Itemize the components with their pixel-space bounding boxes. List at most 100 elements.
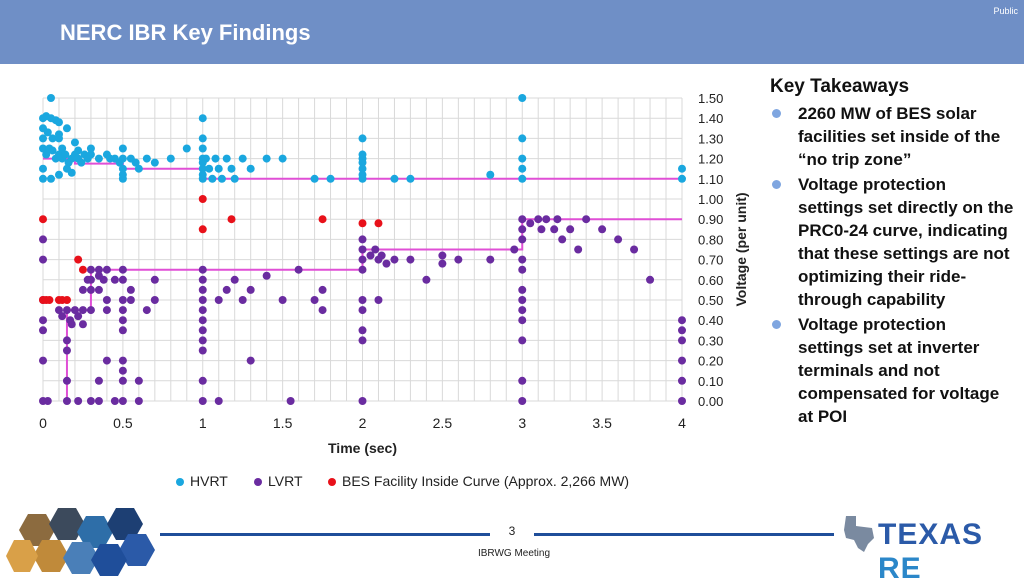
y-axis-title: Voltage (per unit)	[733, 192, 749, 306]
lvrt-point	[678, 376, 686, 385]
lvrt-point	[518, 285, 527, 294]
lvrt-point	[134, 376, 143, 385]
y-tick-label: 1.50	[698, 91, 723, 106]
hex-photo-icon	[63, 542, 99, 574]
legend-entry: HVRT	[190, 473, 228, 489]
hvrt-point	[310, 174, 319, 183]
lvrt-point	[198, 326, 207, 335]
lvrt-point	[238, 296, 247, 304]
hvrt-point	[358, 164, 367, 173]
hvrt-point	[198, 134, 207, 143]
lvrt-point	[198, 346, 207, 355]
hvrt-point	[62, 124, 71, 133]
lvrt-point	[246, 356, 255, 365]
y-tick-label: 1.30	[698, 131, 723, 146]
lvrt-point	[598, 225, 607, 234]
lvrt-point	[126, 285, 135, 294]
hex-photo-icon	[49, 508, 85, 540]
legend-marker	[176, 478, 184, 486]
hvrt-point	[142, 154, 151, 163]
hvrt-point	[67, 168, 76, 177]
lvrt-point	[294, 265, 303, 274]
inside-curve-point	[374, 219, 383, 228]
inside-curve-point	[227, 215, 236, 224]
hvrt-point	[518, 94, 527, 102]
lvrt-point	[54, 306, 63, 315]
lvrt-point	[150, 275, 159, 284]
inside-curve-point	[39, 215, 47, 224]
lvrt-point	[678, 356, 686, 365]
scatter-chart: 0 0.5 1 1.5 2 2.5 3 3.5 4 0.00 0.10 0.20 0.30 0.40 0.5…	[0, 64, 760, 514]
lvrt-point	[43, 397, 52, 405]
lvrt-point	[550, 225, 559, 234]
lvrt-point	[518, 336, 527, 345]
hvrt-point	[118, 164, 127, 173]
hvrt-point	[518, 174, 527, 183]
y-tick-label: 1.40	[698, 111, 723, 126]
lvrt-point	[630, 245, 639, 254]
x-tick-label: 4	[678, 415, 686, 431]
hexagon-photo-strip	[6, 508, 155, 576]
hvrt-point	[518, 134, 527, 143]
lvrt-point	[518, 376, 527, 385]
lvrt-point	[422, 275, 431, 284]
lvrt-point	[198, 316, 207, 325]
lvrt-point	[94, 376, 103, 385]
lvrt-point	[438, 259, 447, 268]
lvrt-point	[518, 215, 527, 224]
y-tick-label: 1.00	[698, 192, 723, 207]
lvrt-point	[118, 265, 127, 274]
x-tick-label: 3.5	[592, 415, 612, 431]
lvrt-point	[310, 296, 319, 304]
inside-curve-point	[358, 219, 367, 228]
hvrt-point	[118, 154, 127, 163]
hex-photo-icon	[91, 544, 127, 576]
hvrt-point	[150, 158, 159, 167]
takeaways-heading: Key Takeaways	[770, 76, 910, 97]
inside-curve-point	[62, 296, 71, 304]
hvrt-point	[246, 164, 255, 173]
lvrt-point	[566, 225, 575, 234]
y-tick-label: 0.60	[698, 273, 723, 288]
lvrt-point	[558, 235, 567, 244]
lvrt-point	[318, 306, 327, 315]
lvrt-point	[678, 316, 686, 325]
lvrt-point	[62, 306, 71, 315]
legend-entry: LVRT	[268, 473, 303, 489]
lvrt-point	[67, 320, 76, 329]
hvrt-point	[74, 146, 83, 155]
hvrt-point	[77, 158, 86, 167]
hvrt-point	[61, 150, 70, 159]
hvrt-point	[358, 134, 367, 143]
takeaway-item: Voltage protection settings set directly…	[770, 173, 1015, 311]
lvrt-point	[118, 397, 127, 405]
hvrt-point	[208, 174, 217, 183]
hvrt-point	[86, 144, 95, 153]
lvrt-point	[94, 265, 103, 274]
logo-text-texas: TEXAS	[878, 518, 984, 551]
lvrt-point	[678, 397, 686, 405]
lvrt-point	[39, 255, 47, 264]
hvrt-point	[166, 154, 175, 163]
lvrt-point	[358, 336, 367, 345]
hex-photo-icon	[33, 540, 69, 572]
hvrt-point	[42, 150, 51, 159]
lvrt-point	[118, 356, 127, 365]
lvrt-point	[62, 397, 71, 405]
lvrt-point	[214, 397, 223, 405]
hvrt-point	[358, 158, 367, 167]
lvrt-point	[406, 255, 415, 264]
lvrt-point	[438, 251, 447, 260]
hvrt-point	[205, 164, 214, 173]
lvrt-point	[118, 326, 127, 335]
y-tick-label: 0.70	[698, 253, 723, 268]
y-tick-label: 0.20	[698, 354, 723, 369]
hvrt-point	[43, 128, 52, 137]
lvrt-point	[126, 296, 135, 304]
lvrt-point	[78, 285, 87, 294]
lvrt-point	[358, 245, 367, 254]
x-tick-label: 3	[518, 415, 526, 431]
lvrt-point	[110, 397, 119, 405]
lvrt-point	[198, 376, 207, 385]
lvrt-point	[118, 296, 127, 304]
